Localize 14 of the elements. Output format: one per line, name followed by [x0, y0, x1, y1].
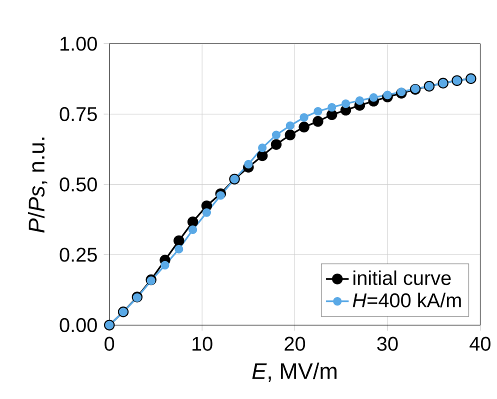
y-tick-label: 0.25 [60, 248, 97, 262]
y-axis-title: P/Ps, n.u. [28, 138, 48, 233]
legend-label: initial curve [354, 270, 451, 286]
x-axis-title: E, MV/m [252, 362, 336, 382]
x-tick-label: 30 [377, 336, 398, 351]
y-tick-label: 0.50 [60, 178, 97, 192]
x-tick-label: 10 [192, 336, 212, 351]
legend-label: H=400 kA/m [352, 292, 461, 308]
y-tick-label: 0.75 [60, 107, 97, 122]
x-tick-label: 20 [284, 336, 306, 351]
y-tick-label: 1.00 [60, 36, 97, 51]
x-tick-label: 0 [104, 336, 114, 351]
y-tick-label: 0.00 [60, 318, 97, 332]
x-tick-label: 40 [470, 336, 490, 351]
